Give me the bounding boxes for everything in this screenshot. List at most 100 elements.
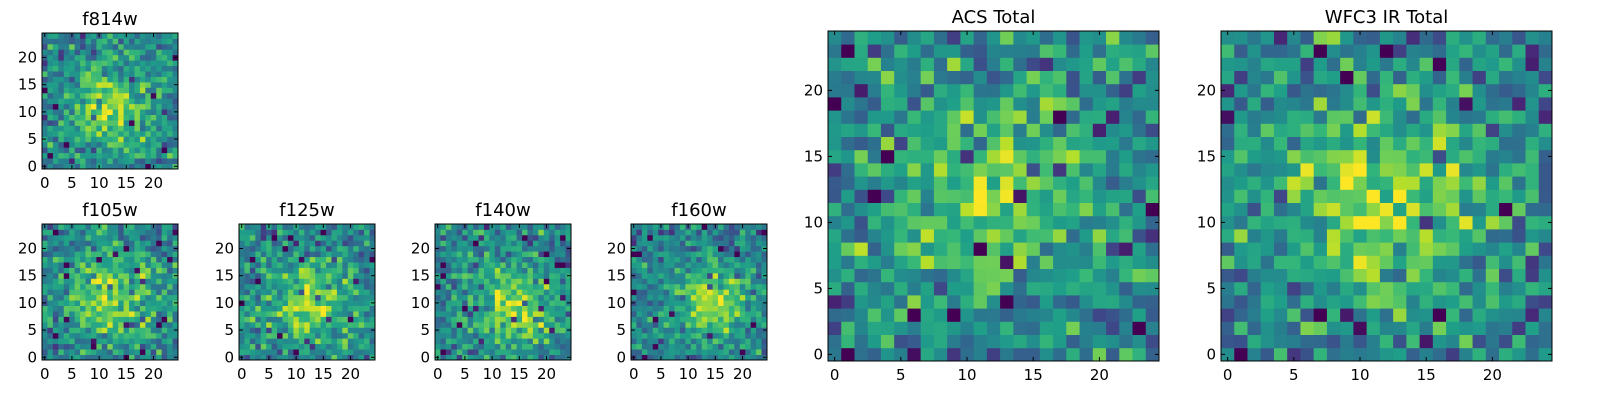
heatmap-cell <box>701 272 708 279</box>
heatmap-cell <box>266 251 273 258</box>
heatmap-cell <box>1525 149 1540 164</box>
heatmap-cell <box>435 289 441 296</box>
heatmap-cell <box>947 242 961 256</box>
heatmap-cell <box>690 245 697 252</box>
heatmap-cell <box>271 245 278 252</box>
heatmap-cell <box>894 136 908 151</box>
heatmap-cell <box>52 92 59 99</box>
heatmap-cell <box>315 343 321 350</box>
heatmap-cell <box>239 316 245 323</box>
heatmap-cell <box>69 92 76 99</box>
heatmap-cell <box>1512 176 1526 190</box>
heatmap-cell <box>85 120 92 126</box>
heatmap-cell <box>336 240 343 247</box>
heatmap-cell <box>933 136 948 151</box>
heatmap-cell <box>85 152 92 159</box>
heatmap-cell <box>527 305 534 312</box>
heatmap-cell <box>293 240 300 247</box>
heatmap-cell <box>1039 242 1054 256</box>
heatmap-cell <box>107 141 114 148</box>
heatmap-cell <box>522 272 528 279</box>
heatmap-cell <box>1459 83 1473 98</box>
heatmap-cell <box>107 311 114 317</box>
heatmap-cell <box>554 332 561 339</box>
heatmap-cell <box>1234 57 1248 71</box>
heatmap-cell <box>1119 57 1133 71</box>
heatmap-cell <box>107 65 114 72</box>
heatmap-cell <box>828 321 842 335</box>
heatmap-cell <box>641 224 648 230</box>
heatmap-cell <box>326 272 332 279</box>
heatmap-cell <box>532 349 539 355</box>
heatmap-cell <box>1459 31 1473 45</box>
heatmap-cell <box>90 338 97 345</box>
heatmap-cell <box>554 229 561 236</box>
heatmap-cell <box>560 251 566 258</box>
heatmap-cell <box>750 289 757 296</box>
heatmap-cell <box>58 152 65 159</box>
heatmap-cell <box>1119 110 1133 124</box>
heatmap-cell <box>1472 149 1487 164</box>
heatmap-cell <box>353 229 360 236</box>
heatmap-cell <box>652 262 659 268</box>
heatmap-cell <box>516 300 523 306</box>
heatmap-cell <box>293 327 300 334</box>
heatmap-cell <box>1379 202 1394 217</box>
heatmap-cell <box>1393 347 1407 362</box>
heatmap-cell <box>527 321 534 328</box>
heatmap-cell <box>1366 295 1381 309</box>
heatmap-cell <box>58 354 65 361</box>
heatmap-cell <box>636 321 643 328</box>
heatmap-cell <box>1300 70 1315 85</box>
heatmap-cell <box>107 245 114 252</box>
heatmap-cell <box>663 349 670 355</box>
heatmap-cell <box>101 71 108 77</box>
heatmap-cell <box>1406 70 1420 85</box>
heatmap-cell <box>58 234 65 241</box>
heatmap-cell <box>1393 281 1407 296</box>
heatmap-cell <box>1379 268 1394 283</box>
heatmap-cell <box>973 215 988 230</box>
heatmap-cell <box>336 343 343 350</box>
heatmap-cell <box>565 316 572 323</box>
heatmap-cell <box>74 125 81 132</box>
heatmap-cell <box>101 305 108 312</box>
heatmap-cell <box>1145 215 1160 230</box>
heatmap-cell <box>47 240 54 247</box>
heatmap-cell <box>685 349 692 355</box>
heatmap-cell <box>1326 123 1341 137</box>
heatmap-cell <box>445 354 452 361</box>
heatmap-cell <box>1512 321 1526 335</box>
heatmap-cell <box>42 256 48 263</box>
heatmap-cell <box>304 311 311 317</box>
heatmap-cell <box>669 305 675 312</box>
heatmap-cell <box>63 349 70 355</box>
heatmap-cell <box>249 262 256 268</box>
heatmap-cell <box>1313 163 1328 177</box>
heatmap-cell <box>696 245 703 252</box>
heatmap-cell <box>80 33 86 39</box>
heatmap-cell <box>101 87 108 94</box>
heatmap-cell <box>718 234 724 241</box>
heatmap-cell <box>336 332 343 339</box>
heatmap-cell <box>287 332 294 339</box>
heatmap-cell <box>505 229 512 236</box>
heatmap-cell <box>641 283 648 290</box>
heatmap-cell <box>478 267 485 274</box>
heatmap-cell <box>85 141 92 148</box>
heatmap-cell <box>696 311 703 317</box>
heatmap-cell <box>669 234 675 241</box>
heatmap-cell <box>1446 176 1460 190</box>
heatmap-cell <box>1039 176 1054 190</box>
heatmap-cell <box>139 147 146 154</box>
heatmap-cell <box>674 278 681 285</box>
heatmap-cell <box>440 343 447 350</box>
heatmap-cell <box>750 354 757 361</box>
heatmap-cell <box>1026 44 1041 58</box>
heatmap-cell <box>85 71 92 77</box>
heatmap-cell <box>867 255 882 269</box>
heatmap-cell <box>1066 295 1080 309</box>
heatmap-cell <box>1393 334 1407 349</box>
heatmap-cell <box>478 349 485 355</box>
heatmap-cell <box>1145 57 1160 71</box>
